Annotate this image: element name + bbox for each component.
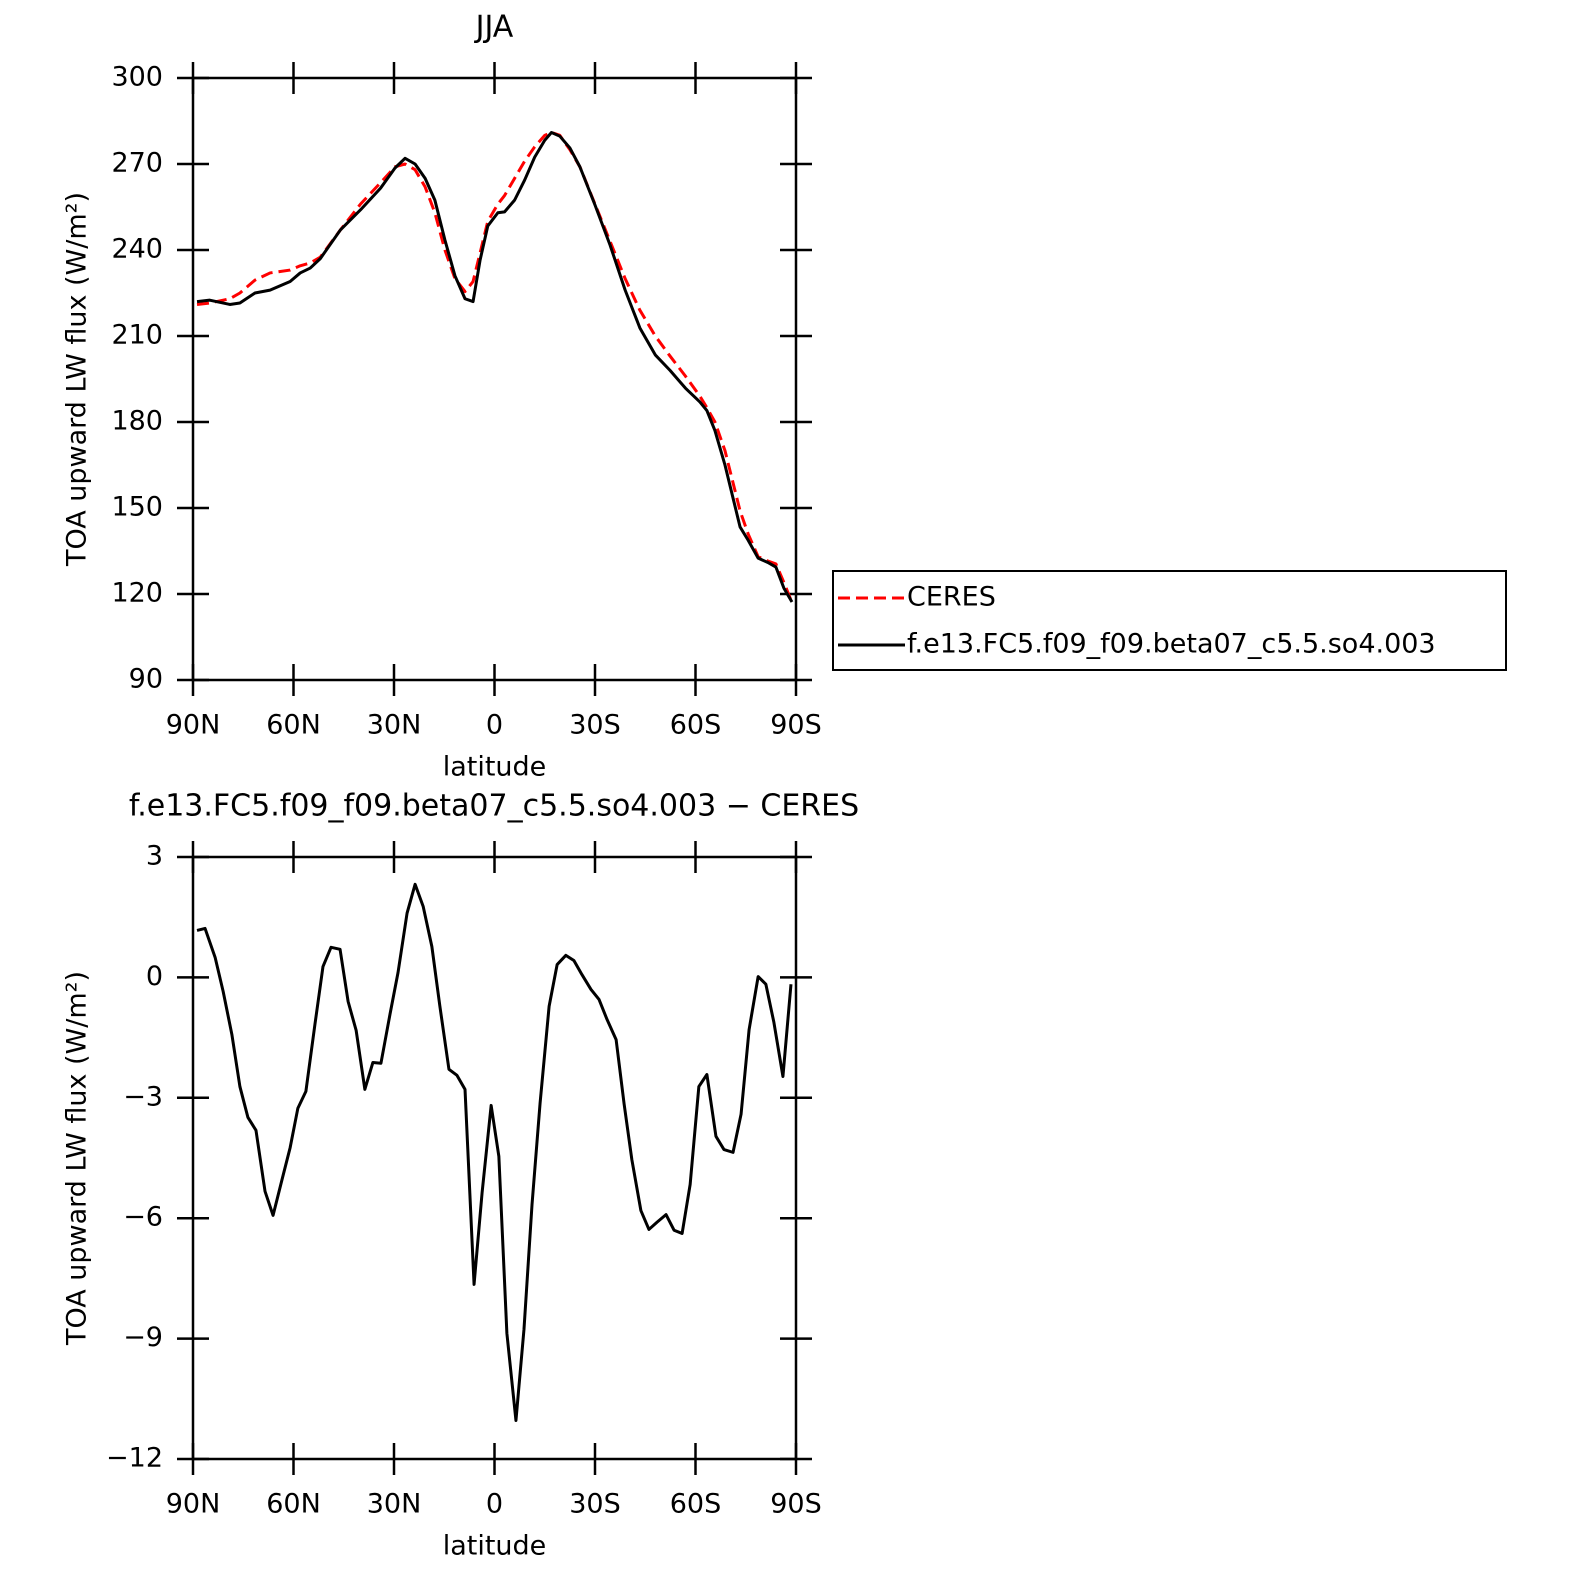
- y-tick-label: 150: [111, 492, 163, 523]
- y-tick-label: 180: [111, 406, 163, 437]
- y-tick-label: 90: [129, 664, 163, 695]
- chart-title: f.e13.FC5.f09_f09.beta07_c5.5.so4.003 − …: [129, 789, 859, 824]
- data-line: [196, 882, 793, 1422]
- legend-box: [832, 570, 1507, 671]
- x-tick-label: 30S: [569, 710, 621, 741]
- y-axis-label: TOA upward LW flux (W/m²): [62, 192, 93, 567]
- y-tick-label: 0: [146, 961, 163, 992]
- y-tick-label: 210: [111, 320, 163, 351]
- y-tick-label: −6: [123, 1202, 163, 1233]
- x-tick-label: 60N: [266, 1489, 321, 1520]
- y-tick-label: 120: [111, 578, 163, 609]
- y-axis-label: TOA upward LW flux (W/m²): [62, 971, 93, 1346]
- y-tick-label: 300: [111, 62, 163, 93]
- data-line: [196, 130, 794, 604]
- y-tick-label: −9: [123, 1322, 163, 1353]
- y-tick-label: 3: [146, 841, 163, 872]
- x-tick-label: 30S: [569, 1489, 621, 1520]
- x-axis-label: latitude: [443, 752, 547, 783]
- x-axis-label: latitude: [443, 1531, 547, 1562]
- y-tick-label: −3: [123, 1081, 163, 1112]
- plot-frame: [191, 855, 798, 1461]
- chart-title: JJA: [474, 10, 514, 45]
- y-tick-label: 270: [111, 148, 163, 179]
- legend-label: f.e13.FC5.f09_f09.beta07_c5.5.so4.003: [907, 629, 1436, 660]
- x-tick-label: 90N: [166, 710, 221, 741]
- x-tick-label: 90S: [770, 1489, 822, 1520]
- x-tick-label: 90S: [770, 710, 822, 741]
- x-tick-label: 30N: [367, 1489, 422, 1520]
- x-tick-label: 0: [486, 1489, 503, 1520]
- data-line: [196, 130, 794, 603]
- x-tick-label: 30N: [367, 710, 422, 741]
- x-tick-label: 90N: [166, 1489, 221, 1520]
- plot-frame: [191, 76, 798, 682]
- y-tick-label: 240: [111, 234, 163, 265]
- x-tick-label: 60N: [266, 710, 321, 741]
- legend-label: CERES: [907, 582, 996, 613]
- x-tick-label: 60S: [670, 1489, 722, 1520]
- y-tick-label: −12: [106, 1443, 163, 1474]
- x-tick-label: 60S: [670, 710, 722, 741]
- x-tick-label: 0: [486, 710, 503, 741]
